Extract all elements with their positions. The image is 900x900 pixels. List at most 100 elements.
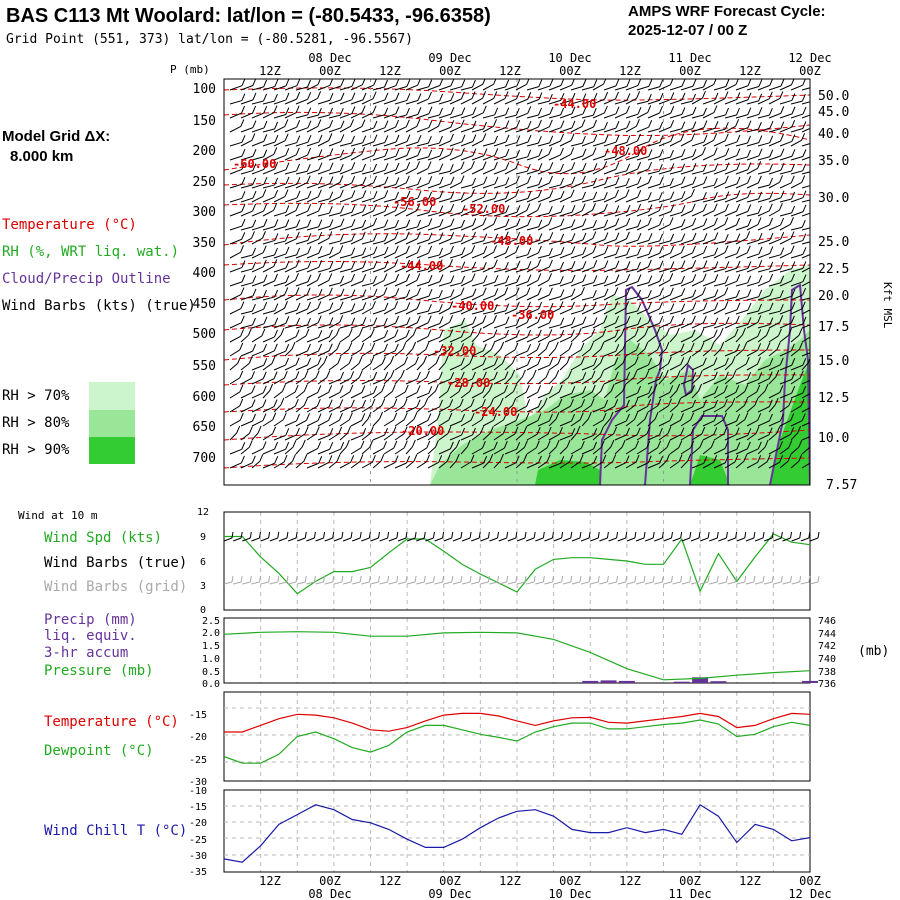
barb-flag — [252, 317, 256, 326]
barb-shaft — [383, 419, 395, 427]
wind-barb — [603, 120, 620, 133]
wind-barb — [658, 245, 675, 259]
wind-barb — [449, 329, 465, 343]
barb-flag — [252, 261, 257, 270]
barb-shaft — [460, 195, 472, 203]
wind-barb — [328, 175, 344, 189]
barb-shaft — [515, 127, 529, 133]
surface-barb-true — [352, 531, 362, 542]
barb-shaft — [273, 322, 287, 329]
surface-barb-grid — [663, 575, 673, 585]
barb-shaft — [223, 581, 233, 585]
barb-shaft — [328, 156, 341, 161]
wind-barb — [801, 227, 810, 231]
barb-flag — [636, 427, 641, 435]
barb-flag — [703, 245, 708, 254]
wind-barb — [394, 259, 410, 273]
barb-flag — [543, 397, 548, 406]
barb-flag — [743, 342, 748, 350]
surface-barb-true — [663, 531, 673, 542]
wind-barb — [339, 147, 356, 161]
barb-flag — [814, 414, 817, 421]
wind-barb — [570, 454, 584, 469]
barb-flag — [592, 147, 597, 155]
barb-flag — [505, 275, 510, 283]
barb-shaft — [493, 433, 504, 441]
wind-barb — [372, 204, 389, 217]
barb-shaft — [515, 141, 529, 147]
barb-shaft — [592, 308, 605, 315]
barb-flag — [307, 233, 312, 241]
wind-barb — [614, 247, 631, 259]
wind-barb — [251, 371, 267, 385]
barb-shaft — [581, 405, 592, 413]
barb-shaft — [504, 404, 513, 413]
barb-shaft — [603, 405, 615, 413]
barb-flag — [482, 133, 487, 141]
barb-shaft — [581, 184, 594, 189]
barb-shaft — [328, 267, 342, 273]
barb-shaft — [669, 363, 682, 371]
barb-shaft — [614, 348, 624, 357]
barb-flag — [668, 398, 672, 406]
legend-wind: Wind Barbs (kts) (true) — [2, 298, 196, 314]
barb-shaft — [515, 182, 528, 189]
barb-flag — [373, 275, 377, 284]
wind-barb — [702, 302, 719, 315]
wind-barb — [284, 177, 301, 189]
barb-flag — [472, 107, 477, 115]
barb-flag — [442, 531, 445, 539]
barb-shaft — [471, 364, 484, 371]
wind-barb — [603, 344, 620, 357]
barb-flag — [461, 247, 466, 255]
barb-shaft — [295, 446, 303, 455]
barb-shaft — [372, 99, 386, 105]
wind-barb — [438, 412, 453, 427]
barb-flag — [626, 261, 631, 269]
barb-shaft — [460, 349, 471, 357]
surface-barb-grid — [315, 575, 326, 585]
barb-shaft — [779, 84, 792, 91]
barb-flag — [285, 205, 290, 213]
wind-barb — [482, 233, 499, 245]
wind-barb — [306, 441, 322, 455]
surface-barb-grid — [480, 575, 490, 585]
barb-flag — [362, 273, 367, 282]
wind-barb — [768, 175, 784, 189]
barb-shaft — [603, 113, 617, 119]
wind-barb — [779, 343, 795, 357]
barb-flag — [801, 175, 806, 183]
wind-barb — [746, 79, 763, 91]
wind-barb — [471, 455, 488, 469]
barb-flag — [241, 218, 246, 227]
wind-barb — [680, 302, 697, 315]
barb-shaft — [735, 419, 746, 427]
wind-barb — [702, 105, 718, 119]
contour-label: -44.00 — [400, 259, 443, 273]
barb-flag — [659, 233, 664, 242]
barb-flag — [394, 343, 399, 352]
time-label: 00Z — [559, 874, 581, 888]
barb-flag — [262, 441, 267, 449]
barb-flag — [493, 217, 498, 225]
barb-shaft — [735, 169, 749, 175]
barb-shaft — [757, 378, 770, 385]
wind-barb — [647, 301, 663, 315]
barb-flag — [768, 107, 773, 116]
barb-flag — [273, 343, 278, 352]
barb-flag — [439, 232, 444, 240]
barb-shaft — [242, 537, 251, 542]
barb-shaft — [405, 322, 418, 329]
barb-flag — [779, 175, 784, 183]
y2-tick: 740 — [818, 654, 836, 665]
barb-shaft — [273, 126, 286, 133]
barb-flag — [469, 575, 472, 583]
barb-shaft — [570, 155, 584, 161]
wind-barb — [790, 220, 806, 231]
barb-shaft — [658, 98, 672, 105]
barb-flag — [779, 261, 784, 270]
barb-flag — [295, 259, 300, 267]
wind-barb — [735, 162, 752, 175]
barb-flag — [450, 231, 455, 240]
barb-flag — [652, 575, 655, 583]
